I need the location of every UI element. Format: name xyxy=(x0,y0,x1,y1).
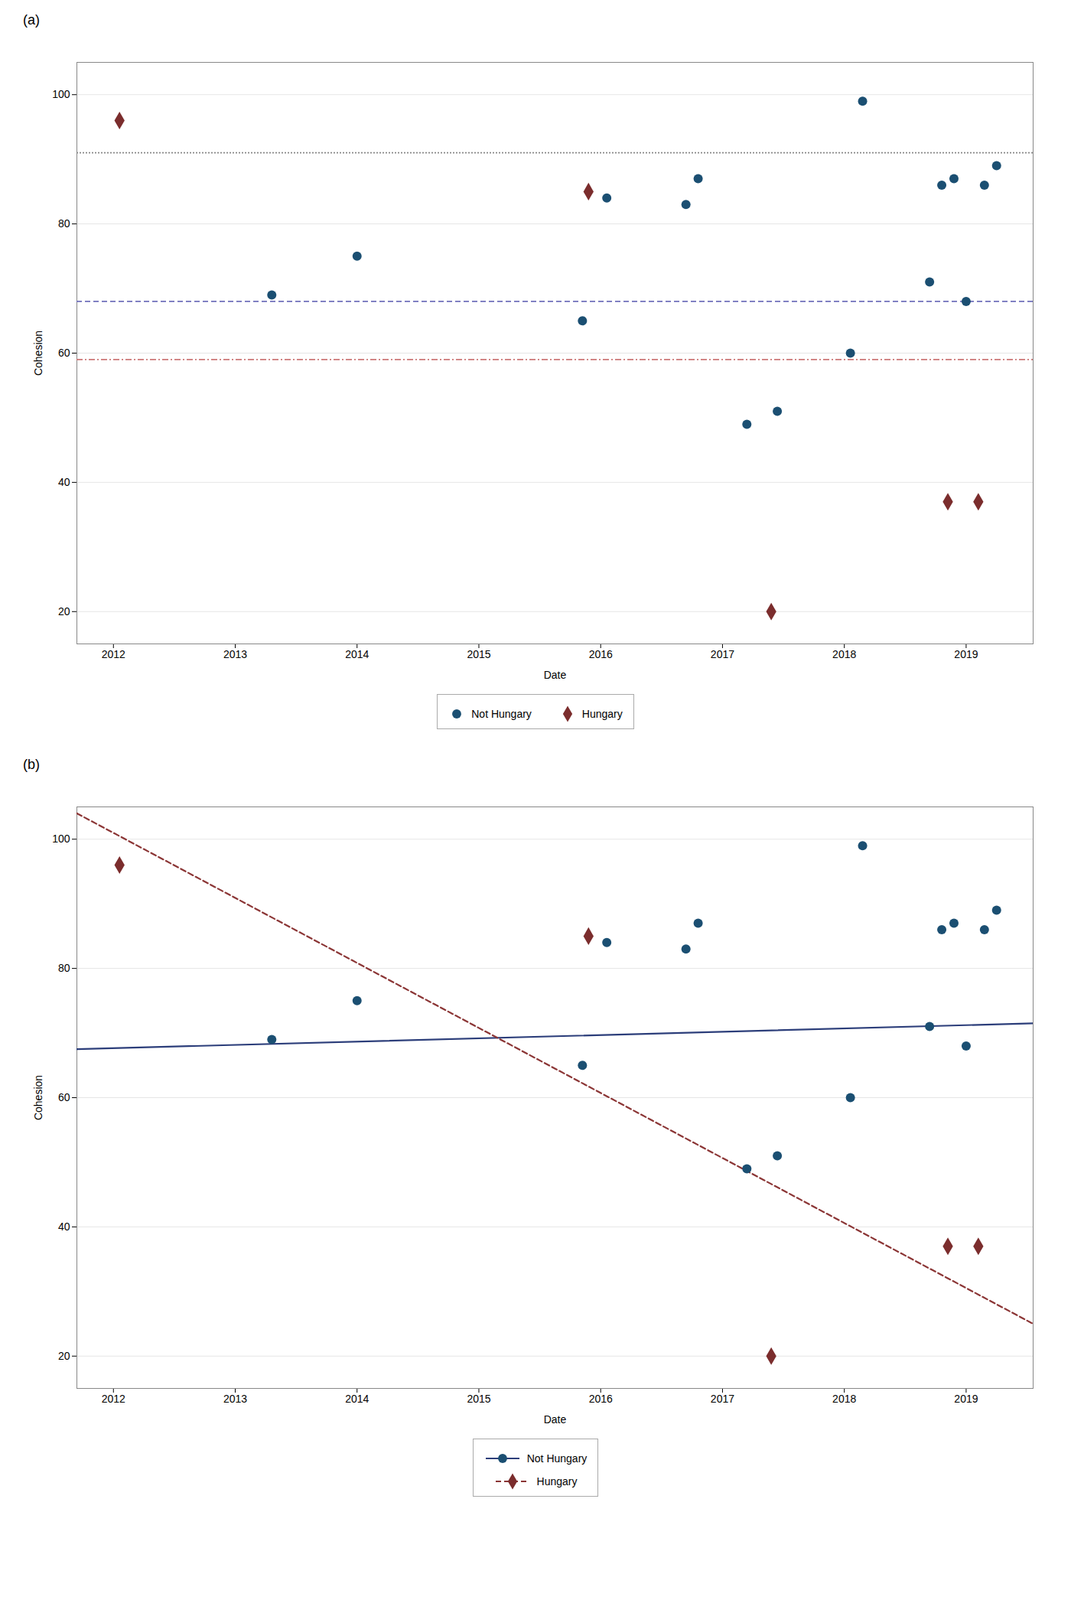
svg-text:2012: 2012 xyxy=(101,1392,126,1405)
svg-text:2016: 2016 xyxy=(589,647,613,661)
svg-text:2015: 2015 xyxy=(466,1392,491,1405)
html-text:(a): (a) xyxy=(22,12,40,28)
svg-text:2013: 2013 xyxy=(223,1392,248,1405)
svg-text:2012: 2012 xyxy=(101,647,126,661)
html-text:Not Hungary: Not Hungary xyxy=(526,1451,587,1465)
svg-text:2013: 2013 xyxy=(223,647,248,661)
svg-text:Cohesion: Cohesion xyxy=(32,1074,45,1120)
svg-text:2019: 2019 xyxy=(953,647,978,661)
svg-text:2016: 2016 xyxy=(589,1392,613,1405)
svg-text:60: 60 xyxy=(58,1090,71,1104)
svg-text:2018: 2018 xyxy=(832,647,857,661)
svg-text:80: 80 xyxy=(58,217,71,230)
svg-text:100: 100 xyxy=(52,832,71,845)
svg-text:2019: 2019 xyxy=(953,1392,978,1405)
svg-text:Date: Date xyxy=(543,668,567,681)
svg-text:2017: 2017 xyxy=(710,1392,735,1405)
svg-text:100: 100 xyxy=(52,87,71,101)
svg-text:2014: 2014 xyxy=(345,1392,369,1405)
html-text:Hungary: Hungary xyxy=(582,707,623,720)
svg-text:60: 60 xyxy=(58,346,71,359)
svg-text:2018: 2018 xyxy=(832,1392,857,1405)
html-text:Hungary: Hungary xyxy=(536,1474,578,1488)
svg-text:40: 40 xyxy=(58,475,71,489)
svg-text:Cohesion: Cohesion xyxy=(32,330,45,376)
svg-text:Date: Date xyxy=(543,1412,567,1426)
svg-text:80: 80 xyxy=(58,961,71,974)
svg-text:20: 20 xyxy=(58,605,71,618)
html-text:(b): (b) xyxy=(22,756,40,772)
svg-text:20: 20 xyxy=(58,1349,71,1362)
svg-text:2014: 2014 xyxy=(345,647,369,661)
svg-text:2017: 2017 xyxy=(710,647,735,661)
svg-text:40: 40 xyxy=(58,1220,71,1233)
svg-text:2015: 2015 xyxy=(466,647,491,661)
html-text:Not Hungary: Not Hungary xyxy=(471,707,532,720)
